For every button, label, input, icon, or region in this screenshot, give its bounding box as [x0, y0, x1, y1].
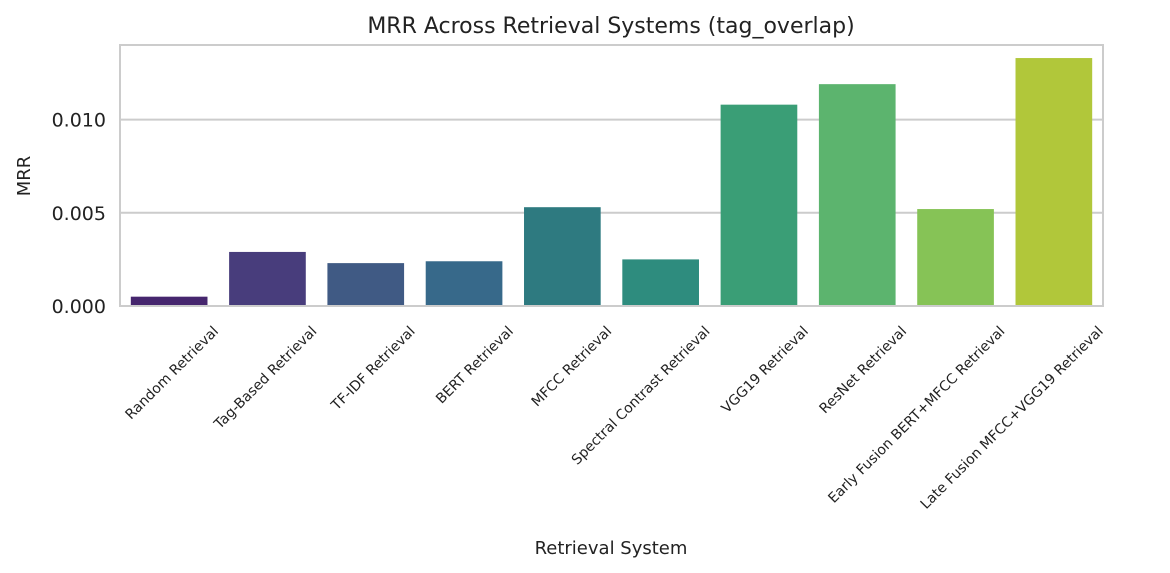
y-tick-label: 0.000: [52, 296, 106, 318]
bar: [720, 104, 798, 307]
y-axis-label: MRR: [14, 156, 35, 197]
x-tick-label: Early Fusion BERT+MFCC Retrieval: [825, 324, 1008, 507]
bar-layer: [130, 58, 1093, 307]
bar: [524, 207, 601, 306]
x-axis-label: Retrieval System: [535, 538, 688, 559]
x-tick-label: VGG19 Retrieval: [719, 324, 812, 417]
bar: [425, 261, 503, 306]
bar: [818, 84, 896, 307]
x-tick-label: BERT Retrieval: [433, 324, 517, 408]
bar: [130, 296, 208, 306]
y-tick-label: 0.010: [52, 110, 106, 132]
x-tick-label: ResNet Retrieval: [817, 324, 911, 418]
bar: [229, 251, 306, 306]
y-tick-layer: 0.000 0.005 0.010: [52, 110, 106, 318]
bar: [327, 263, 405, 306]
x-tick-label: Random Retrieval: [123, 324, 222, 423]
bar: [1015, 58, 1093, 306]
x-tick-label: Late Fusion MFCC+VGG19 Retrieval: [918, 324, 1107, 513]
plot-frame: [119, 44, 1104, 307]
bar: [622, 259, 699, 306]
x-tick-label: TF-IDF Retrieval: [328, 324, 419, 415]
y-tick-label: 0.005: [52, 203, 106, 225]
x-tick-label: MFCC Retrieval: [529, 324, 616, 411]
chart-title: MRR Across Retrieval Systems (tag_overla…: [367, 14, 854, 39]
bar: [917, 209, 994, 306]
x-tick-label: Tag-Based Retrieval: [211, 324, 321, 434]
